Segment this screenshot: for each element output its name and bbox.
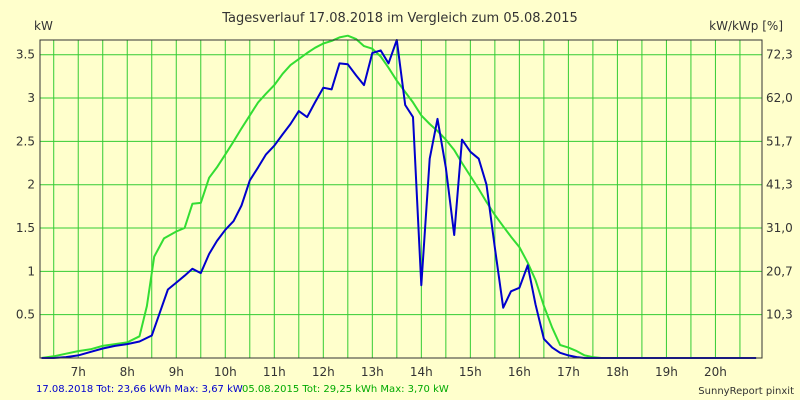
y-tick-label-left: 3 bbox=[27, 91, 35, 105]
y-axis-label-right: kW/kWp [%] bbox=[709, 19, 783, 33]
x-tick-label: 17h bbox=[557, 365, 580, 379]
footer-credit: SunnyReport pinxit bbox=[698, 386, 794, 397]
footer-series1-label: 17.08.2018 Tot: 23,66 kWh Max: 3,67 kW bbox=[36, 384, 243, 395]
plot-frame bbox=[39, 39, 763, 359]
footer-series2-label: 05.08.2015 Tot: 29,25 kWh Max: 3,70 kW bbox=[242, 384, 449, 395]
x-tick-label: 11h bbox=[263, 365, 286, 379]
y-tick-label-right: 62,0 bbox=[766, 91, 793, 105]
grid-layer bbox=[40, 40, 762, 358]
x-tick-label: 18h bbox=[606, 365, 629, 379]
chart-title: Tagesverlauf 17.08.2018 im Vergleich zum… bbox=[221, 11, 578, 26]
x-tick-label: 8h bbox=[120, 365, 135, 379]
x-tick-label: 16h bbox=[508, 365, 531, 379]
y-tick-label-right: 41,3 bbox=[766, 178, 793, 192]
x-tick-label: 15h bbox=[459, 365, 482, 379]
y-tick-label-left: 1 bbox=[27, 264, 35, 278]
y-tick-label-right: 10,3 bbox=[766, 308, 793, 322]
x-tick-label: 10h bbox=[214, 365, 237, 379]
y-tick-label-right: 31,0 bbox=[766, 221, 793, 235]
y-tick-label-right: 72,3 bbox=[766, 48, 793, 62]
y-tick-label-right: 20,7 bbox=[766, 264, 793, 278]
tick-layer: 7h 8h 9h 10h 11h 12h 13h 14h 15h 16h 17h 18h 19h 20h 0… bbox=[16, 48, 793, 379]
x-tick-label: 20h bbox=[704, 365, 727, 379]
y-tick-label-left: 2.5 bbox=[16, 134, 35, 148]
x-tick-label: 9h bbox=[169, 365, 184, 379]
x-tick-label: 14h bbox=[410, 365, 433, 379]
y-tick-label-left: 3.5 bbox=[16, 48, 35, 62]
y-tick-label-left: 2 bbox=[27, 178, 35, 192]
x-tick-label: 19h bbox=[655, 365, 678, 379]
x-tick-label: 7h bbox=[71, 365, 86, 379]
y-axis-label-left: kW bbox=[34, 19, 53, 33]
y-tick-label-left: 0.5 bbox=[16, 308, 35, 322]
x-tick-label: 12h bbox=[312, 365, 335, 379]
y-tick-label-left: 1.5 bbox=[16, 221, 35, 235]
y-tick-label-right: 51,7 bbox=[766, 134, 793, 148]
x-tick-label: 13h bbox=[361, 365, 384, 379]
